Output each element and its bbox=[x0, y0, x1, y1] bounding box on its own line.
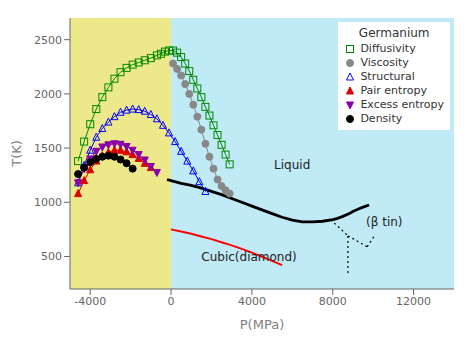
html-text:Germanium: Germanium bbox=[358, 26, 430, 40]
html-text:Density: Density bbox=[360, 112, 403, 125]
svg-text:4000: 4000 bbox=[238, 295, 266, 308]
svg-text:T(K): T(K) bbox=[9, 140, 24, 168]
svg-text:2500: 2500 bbox=[34, 34, 62, 47]
svg-text:Liquid: Liquid bbox=[274, 158, 310, 172]
svg-text:1000: 1000 bbox=[34, 196, 62, 209]
svg-text:8000: 8000 bbox=[319, 295, 347, 308]
svg-text:Cubic(diamond): Cubic(diamond) bbox=[201, 250, 296, 264]
svg-text:2000: 2000 bbox=[34, 88, 62, 101]
svg-text:0: 0 bbox=[168, 295, 175, 308]
html-text:Pair entropy: Pair entropy bbox=[360, 84, 427, 97]
html-text:Diffusivity: Diffusivity bbox=[360, 42, 416, 55]
svg-text:1500: 1500 bbox=[34, 142, 62, 155]
svg-text:P(MPa): P(MPa) bbox=[240, 317, 284, 332]
html-text:Viscosity: Viscosity bbox=[360, 56, 409, 69]
svg-text:12000: 12000 bbox=[396, 295, 431, 308]
html-text:Excess entropy: Excess entropy bbox=[360, 98, 444, 111]
svg-text:-4000: -4000 bbox=[74, 295, 106, 308]
svg-text:500: 500 bbox=[41, 250, 62, 263]
html-text:Structural: Structural bbox=[360, 70, 415, 83]
svg-text:(β tin): (β tin) bbox=[366, 215, 402, 229]
